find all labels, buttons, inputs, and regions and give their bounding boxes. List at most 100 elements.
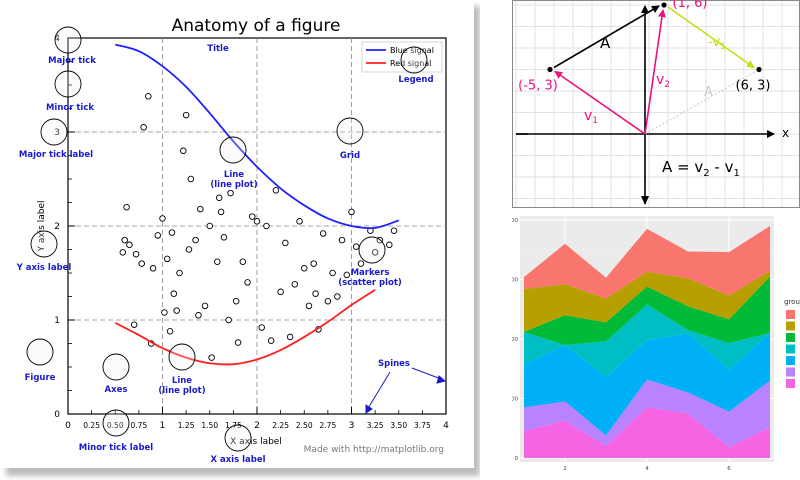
scatter-point <box>324 297 332 305</box>
scatter-point <box>286 333 294 341</box>
x-minor-tick-label: 2.25 <box>272 421 289 430</box>
y-major-tick-label: 2 <box>54 222 60 232</box>
scatter-markers <box>119 93 398 361</box>
annotation-minor-tick-label: Minor tick label <box>79 443 154 453</box>
annotation-labels: Major tick Minor tick Major tick label Y… <box>16 44 434 465</box>
red-signal-line <box>114 289 376 366</box>
minor-tick-circle <box>54 70 82 98</box>
area-series-6 <box>524 225 770 299</box>
y-axis-label: Y axis label <box>37 200 47 252</box>
scatter-point <box>119 249 127 256</box>
x-minor-tick-label: 0.50 <box>107 421 124 430</box>
legend: Blue signal Red signal <box>361 41 443 73</box>
area-y-tick-label: 400 <box>512 218 518 224</box>
area-y-tick-label: 300 <box>512 278 518 284</box>
x-minor-tick-label: 1.25 <box>178 421 195 430</box>
area-legend-swatch-4 <box>786 356 795 365</box>
area-y-tick-label: 200 <box>512 337 518 343</box>
scatter-point <box>272 187 280 194</box>
scatter-point <box>201 302 209 310</box>
area-series-3 <box>524 304 770 378</box>
scatter-point <box>348 208 355 216</box>
scatter-point <box>239 258 247 265</box>
scatter-point <box>185 246 193 253</box>
x-minor-tick-label: 1.50 <box>201 421 218 430</box>
legend-blue-label: Blue signal <box>390 46 434 55</box>
scatter-point <box>277 288 284 296</box>
vector-y-axis-down-head <box>641 196 649 205</box>
scatter-point <box>338 236 346 244</box>
equation-text: A = v2 - v1 <box>662 158 740 179</box>
area-legend-swatch-2 <box>786 333 795 342</box>
area-x-tick-labels: 2 4 6 <box>563 466 731 472</box>
vector-v2-arrow <box>644 9 666 135</box>
scatter-point <box>227 189 234 197</box>
annotation-major-tick: Major tick <box>48 56 96 66</box>
spine-arrows <box>365 367 447 414</box>
scatter-point <box>130 321 138 328</box>
scatter-point <box>329 269 336 277</box>
scatter-point <box>244 279 251 286</box>
area-legend <box>786 310 795 388</box>
annotation-y-axis-label: Y axis label <box>16 263 72 273</box>
scatter-point <box>291 281 299 288</box>
scatter-point <box>253 218 261 225</box>
spine-arrow-right <box>411 367 442 380</box>
vector-arrows <box>547 2 762 135</box>
spine-arrow-bottom-head <box>365 404 373 414</box>
scatter-point <box>282 239 289 247</box>
vector-point-0 <box>547 66 553 73</box>
area-series <box>524 225 770 458</box>
scatter-point <box>168 229 176 236</box>
point-label-b: (1, 6) <box>673 0 708 11</box>
vector-grid <box>513 1 799 207</box>
scatter-point <box>310 260 317 267</box>
area-series-0 <box>524 407 770 458</box>
area-legend-swatch-1 <box>786 321 795 331</box>
legend-circle <box>400 46 428 74</box>
scatter-point <box>182 111 190 119</box>
annotation-spines: Spines <box>378 359 410 369</box>
vector-diagram-panel: (-5, 3) (1, 6) (6, 3) A v1 v2 -v1 A x A … <box>512 0 800 208</box>
area-y-tick-labels: 0 100 200 300 400 <box>512 218 519 462</box>
minor-tick-label-circle <box>102 409 130 437</box>
area-legend-swatch-0 <box>786 310 795 319</box>
credit-text: Made with http://matplotlib.org <box>304 445 444 455</box>
vector-neg-v1-arrow <box>667 6 755 69</box>
scatter-point <box>140 124 147 131</box>
x-minor-tick-label: 0.25 <box>83 421 100 430</box>
grid-circle <box>336 117 364 145</box>
x-label-circle <box>224 424 252 452</box>
area-series-2 <box>524 333 770 436</box>
scatter-point <box>386 241 393 249</box>
scatter-point <box>301 265 308 272</box>
area-legend-swatch-6 <box>786 379 795 388</box>
vector-v1-arrow <box>554 70 646 135</box>
area-x-tick-label: 6 <box>727 466 731 472</box>
faint-a-label: A <box>704 85 713 100</box>
annotation-x-axis-label: X axis label <box>210 455 265 465</box>
scatter-point <box>220 234 228 241</box>
vector-point-1 <box>661 2 667 8</box>
point-label-a: (-5, 3) <box>518 79 558 94</box>
annotation-line-red: Line <box>172 376 192 386</box>
y-major-tick-label: 3 <box>54 128 60 138</box>
scatter-point <box>173 307 180 314</box>
scatter-point <box>214 258 221 265</box>
vector-a-label: A <box>600 34 611 52</box>
area-y-tick-label: 0 <box>515 456 519 462</box>
scatter-point <box>163 255 171 263</box>
scatter-point <box>176 269 183 277</box>
x-minor-tick-label: 3.25 <box>367 421 384 430</box>
scatter-point <box>170 290 178 297</box>
annotation-line-blue-sub: (line plot) <box>210 180 257 190</box>
annotation-grid: Grid <box>340 151 360 161</box>
neg-v1-label: -v1 <box>708 35 726 52</box>
annotation-axes: Axes <box>105 385 128 395</box>
scatter-point <box>161 309 168 316</box>
annotation-title: Title <box>207 44 229 54</box>
area-legend-title: grou <box>784 298 800 306</box>
markers-circle <box>358 236 386 264</box>
area-series-1 <box>524 379 770 448</box>
